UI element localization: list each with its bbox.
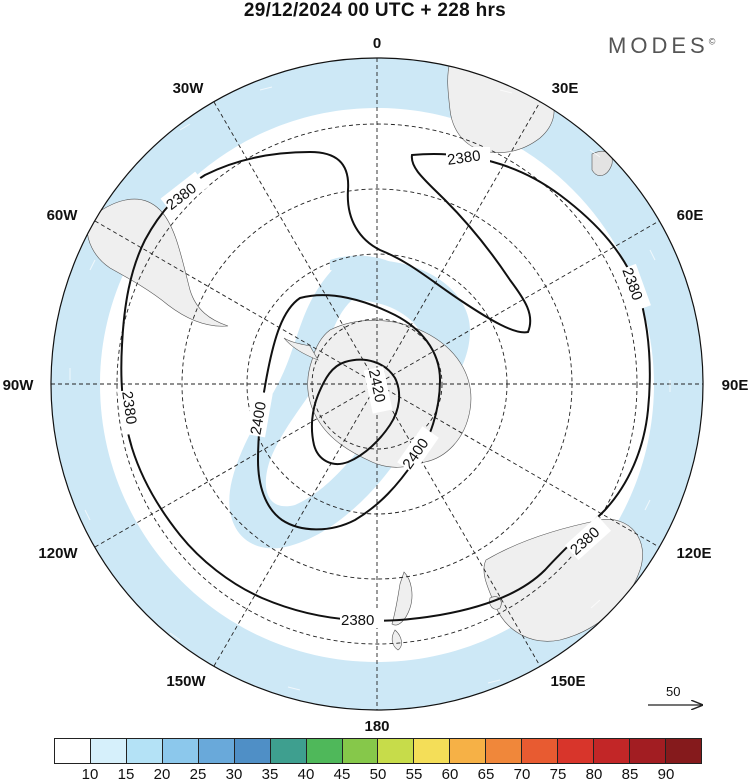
colorbar-tick-label: 85 <box>621 766 639 783</box>
brand-logo: MODES© <box>608 33 715 59</box>
colorbar-tick-label: 25 <box>189 766 207 783</box>
colorbar-cell <box>378 739 415 763</box>
colorbar-cell <box>234 739 271 763</box>
contour-labels: 2380 2380 2380 2380 2380 2380 2400 2400 … <box>117 147 651 629</box>
contour-label: 2380 <box>341 612 374 629</box>
colorbar-tick-label: 15 <box>117 766 135 783</box>
lon-label-180: 180 <box>364 718 389 735</box>
colorbar-cell <box>270 739 307 763</box>
colorbar-tick-label: 10 <box>81 766 99 783</box>
contour-label: 2400 <box>247 400 270 436</box>
colorbar-tick-label: 65 <box>477 766 495 783</box>
contour-label: 2420 <box>365 368 389 404</box>
colorbar-cell <box>414 739 451 763</box>
colorbar-tick-label: 75 <box>549 766 567 783</box>
new-zealand <box>391 571 413 651</box>
lon-label-30e: 30E <box>552 80 579 97</box>
contour-2420-line <box>310 358 401 465</box>
wind-vectors <box>69 86 671 691</box>
colorbar-tick-label: 80 <box>585 766 603 783</box>
antarctic-peninsula <box>283 337 319 361</box>
colorbar-tick-label: 35 <box>261 766 279 783</box>
madagascar <box>591 151 613 176</box>
brand-name: MODES <box>608 33 709 58</box>
map-title: 29/12/2024 00 UTC + 228 hrs <box>243 0 507 21</box>
colorbar <box>54 738 702 764</box>
lon-label-150e: 150E <box>550 673 585 690</box>
longitude-labels: 0 30E 60E 90E 120E 150E 180 150W 120W 90… <box>3 35 749 735</box>
colorbar-cell <box>162 739 199 763</box>
colorbar-cell <box>55 739 91 763</box>
lon-label-120e: 120E <box>676 545 711 562</box>
colorbar-cell <box>198 739 235 763</box>
lon-label-0: 0 <box>373 35 381 52</box>
colorbar-cell <box>486 739 523 763</box>
colorbar-cell <box>126 739 163 763</box>
contour-label: 2380 <box>446 147 481 168</box>
colorbar-tick-label: 55 <box>405 766 423 783</box>
wind-reference-label: 50 <box>666 684 681 699</box>
lon-label-90e: 90E <box>722 377 749 394</box>
lon-label-60e: 60E <box>677 207 704 224</box>
contour-label: 2380 <box>118 390 139 425</box>
lon-label-90w: 90W <box>3 377 35 394</box>
colorbar-cell <box>450 739 487 763</box>
colorbar-tick-label: 90 <box>657 766 675 783</box>
colorbar-cell <box>630 739 666 763</box>
colorbar-cell <box>594 739 630 763</box>
colorbar-labels: 10 15 20 25 30 35 40 45 50 55 60 65 70 75 80 85 90 <box>54 766 702 783</box>
colorbar-tick-label: 60 <box>441 766 459 783</box>
copyright-mark: © <box>708 36 716 47</box>
colorbar-cell <box>90 739 127 763</box>
colorbar-cell <box>558 739 595 763</box>
south-america <box>86 198 229 327</box>
colorbar-tick-label: 70 <box>513 766 531 783</box>
colorbar-tick-label: 45 <box>333 766 351 783</box>
colorbar-cell <box>306 739 343 763</box>
lon-label-150w: 150W <box>166 673 206 690</box>
lon-label-120w: 120W <box>38 545 78 562</box>
map-border <box>50 57 704 711</box>
colorbar-tick-label: 40 <box>297 766 315 783</box>
lon-label-60w: 60W <box>47 207 79 224</box>
colorbar-tick-label: 50 <box>369 766 387 783</box>
colorbar-cell <box>522 739 559 763</box>
colorbar-cell <box>665 739 701 763</box>
colorbar-tick-label: 20 <box>153 766 171 783</box>
contour-2380-line <box>120 150 651 622</box>
africa <box>447 61 555 153</box>
jet-streak <box>330 255 410 277</box>
colorbar-cell <box>342 739 379 763</box>
colorbar-tick-label: 30 <box>225 766 243 783</box>
graticule <box>51 58 703 710</box>
lon-label-30w: 30W <box>173 80 205 97</box>
